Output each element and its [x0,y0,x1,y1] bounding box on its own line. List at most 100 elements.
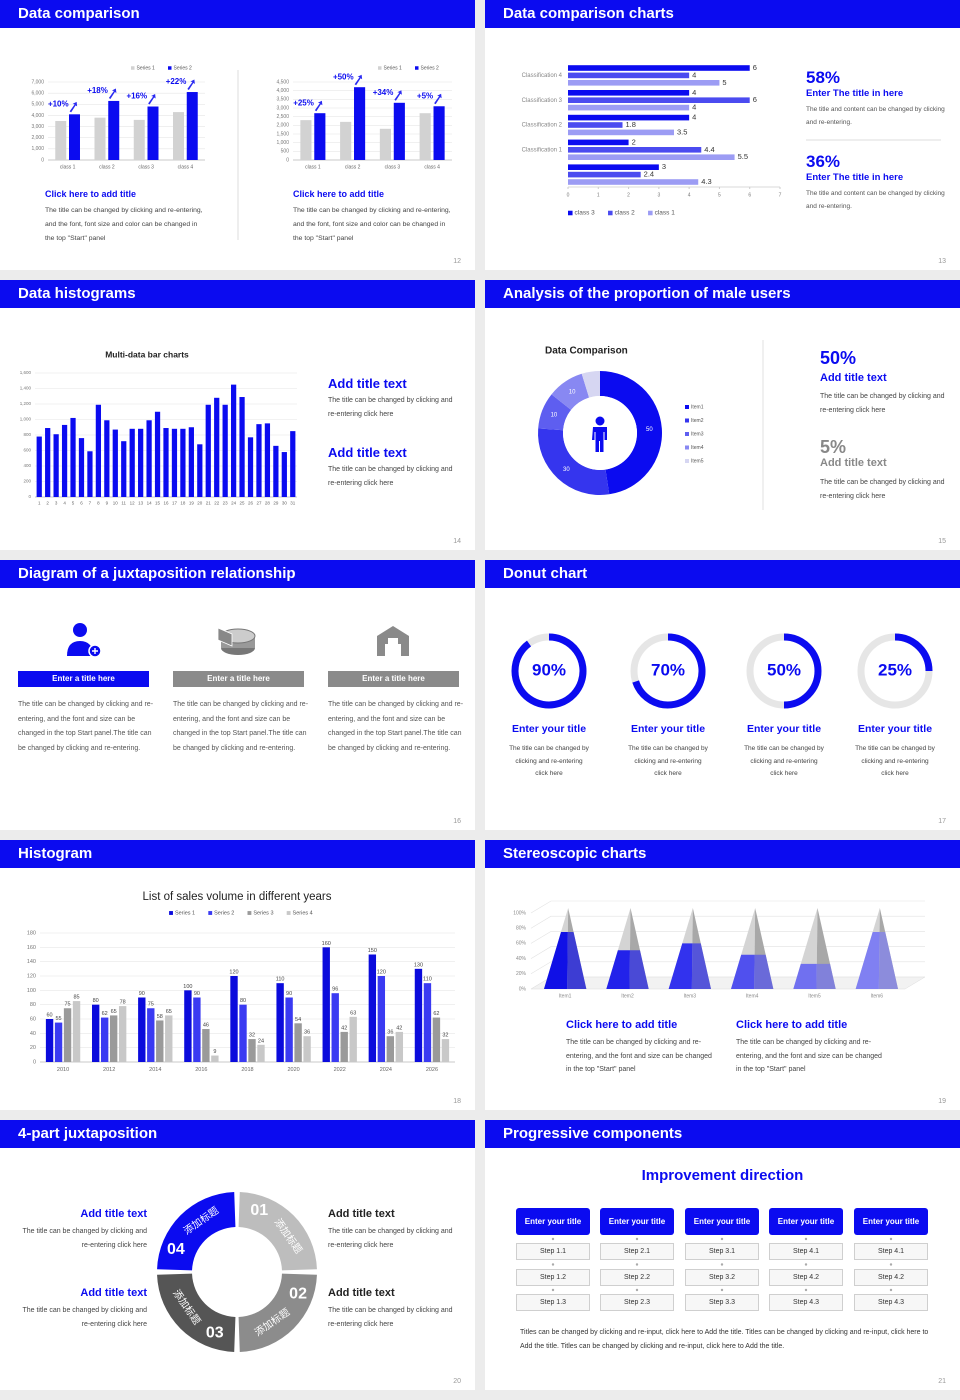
x-tick-label: 5 [718,192,721,198]
ring-segment [238,1192,317,1271]
header-bar [0,560,475,588]
bar [108,100,120,160]
block-title: Click here to add title [736,1019,848,1031]
data-label: 120 [377,969,386,975]
data-label: 160 [322,941,331,947]
block-text: The title can be changed by clicking and… [293,207,451,242]
x-tick-label: 19 [189,501,195,506]
x-tick-label: 27 [256,501,262,506]
block-title: Click here to add title [566,1019,678,1031]
person-head [595,416,605,426]
heading: Improvement direction [641,1167,804,1184]
step-box: Step 1.3 [516,1294,590,1311]
y-tick-label: 4,000 [31,113,44,119]
bar [72,1001,81,1062]
y-tick-label: 180 [27,930,36,936]
bar [173,112,185,160]
x-tick-label: class 3 [138,164,154,170]
bar [70,417,76,497]
figure: 36% [806,152,841,171]
connector-dot [889,1288,893,1292]
pyramid-fill [668,943,693,989]
x-tick-label: 30 [282,501,288,506]
x-tick-label: 7 [779,192,782,198]
y-tick-label: 1,200 [20,401,32,406]
page-number: 20 [453,1378,461,1385]
y-tick-label: 20% [516,971,527,977]
bar [300,120,312,160]
chart-title: Multi-data bar charts [105,349,189,359]
bar [568,97,750,103]
bar [55,121,67,160]
item-title: Enter your title [511,723,587,735]
x-tick-label: class 1 [60,164,76,170]
page-number: 21 [938,1378,946,1385]
legend-swatch [169,911,173,915]
x-tick-label: 6 [80,501,83,506]
x-tick-label: 10 [113,501,119,506]
data-label: 10 [569,390,576,396]
x-tick-label: 23 [223,501,229,506]
slide-graphics [67,623,409,658]
bar [568,122,623,128]
y-tick-label: 800 [23,432,31,437]
ring-arc [511,633,587,709]
data-label: 2.4 [644,170,654,179]
donut-slice [581,371,600,398]
legend-label: Item3 [691,431,704,437]
icon-window [388,638,398,648]
bar [95,404,102,497]
y-tick-label: 5,000 [31,102,44,108]
slide-title: Diagram of a juxtaposition relationship [18,565,296,582]
step-box: Step 4.1 [769,1243,843,1260]
connector-dot [551,1288,555,1292]
x-tick-label: 0 [567,192,570,198]
y-tick-label: 3,000 [276,105,289,111]
chart-title: List of sales volume in different years [143,891,332,903]
data-label: 80 [93,998,99,1004]
x-tick-label: 2 [46,501,49,506]
block-title: Enter a title here [52,674,115,683]
y-tick-label: 500 [281,149,290,155]
data-label: 9 [213,1049,216,1055]
header-bar [485,0,960,28]
legend-swatch [685,432,689,436]
connector-dot [635,1237,639,1241]
y-tick-label: 1,000 [276,140,289,146]
annotation: +22% [166,77,187,86]
block-text: The title and content can be changed by … [806,106,945,126]
bar [118,1006,127,1062]
header-bar [0,1120,475,1148]
bar [188,427,194,497]
bar [163,428,169,497]
bar [180,428,186,497]
bar [433,106,445,160]
bar [248,1039,256,1062]
block-title: Click here to add title [45,189,137,199]
data-label: 120 [229,969,238,975]
x-tick-label: Item6 [871,993,884,999]
bar [154,411,161,497]
page-number: 14 [453,538,461,545]
data-label: 110 [276,977,285,983]
icon-slice [217,627,233,647]
header-bar [485,280,960,308]
annotation: +16% [126,92,147,101]
y-tick-label: 80 [30,1002,36,1008]
segment-number: 02 [289,1285,307,1302]
header-bar [485,840,960,868]
ring-segment [238,1273,317,1352]
bar [314,113,326,160]
legend-swatch [247,911,252,915]
x-tick-label: 24 [231,501,237,506]
pyramid-fill-side [567,932,587,989]
data-label: 110 [423,977,432,983]
connector-dot [889,1263,893,1266]
bar [104,420,110,497]
block-title: Add title text [80,1287,147,1299]
column-title: Enter your title [608,1217,666,1226]
legend-label: Item4 [691,445,704,451]
y-tick-label: 1,400 [20,386,32,391]
x-tick-label: class 4 [424,164,440,170]
header-bar [0,280,475,308]
